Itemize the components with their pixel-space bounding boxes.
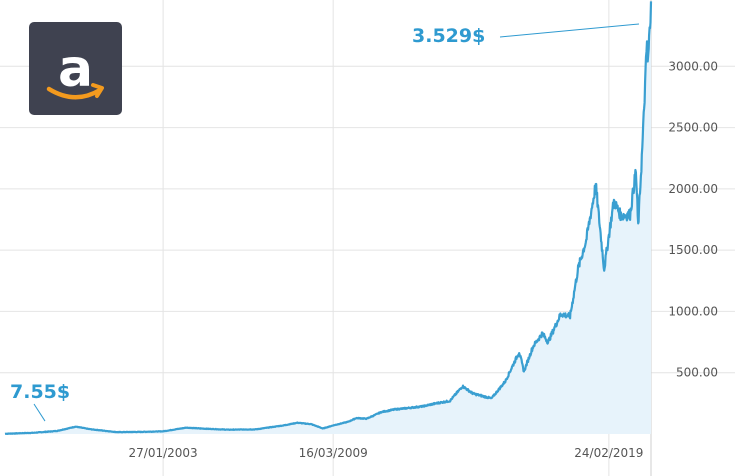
peak-price-label: 3.529$ — [412, 25, 485, 47]
y-tick-label: 2500.00 — [668, 121, 718, 135]
amazon-logo-icon: a — [29, 22, 122, 115]
start-price-pointer — [33, 403, 46, 422]
logo-arrow — [91, 83, 104, 98]
amazon-logo-graphic: a — [46, 39, 104, 100]
peak-price-pointer — [499, 23, 640, 38]
x-tick-label: 16/03/2009 — [299, 446, 368, 460]
area-fill — [5, 1, 651, 435]
y-tick-label: 3000.00 — [668, 59, 718, 73]
y-axis-ticks: 500.00 1000.00 1500.00 2000.00 2500.00 3000.0… — [668, 59, 718, 379]
y-tick-label: 2000.00 — [668, 182, 718, 196]
y-tick-label: 500.00 — [676, 366, 718, 380]
price-line — [4, 1, 653, 435]
annotations: 7.55$ 3.529$ — [10, 23, 640, 422]
x-tick-label: 27/01/2003 — [129, 446, 198, 460]
y-tick-label: 1000.00 — [668, 304, 718, 318]
x-tick-label: 24/02/2019 — [574, 446, 643, 460]
start-price-label: 7.55$ — [10, 381, 70, 403]
y-tick-label: 1500.00 — [668, 243, 718, 257]
logo-letter: a — [58, 39, 93, 99]
x-axis-ticks: 27/01/2003 16/03/2009 24/02/2019 — [129, 446, 644, 460]
logo-smile — [46, 86, 103, 100]
